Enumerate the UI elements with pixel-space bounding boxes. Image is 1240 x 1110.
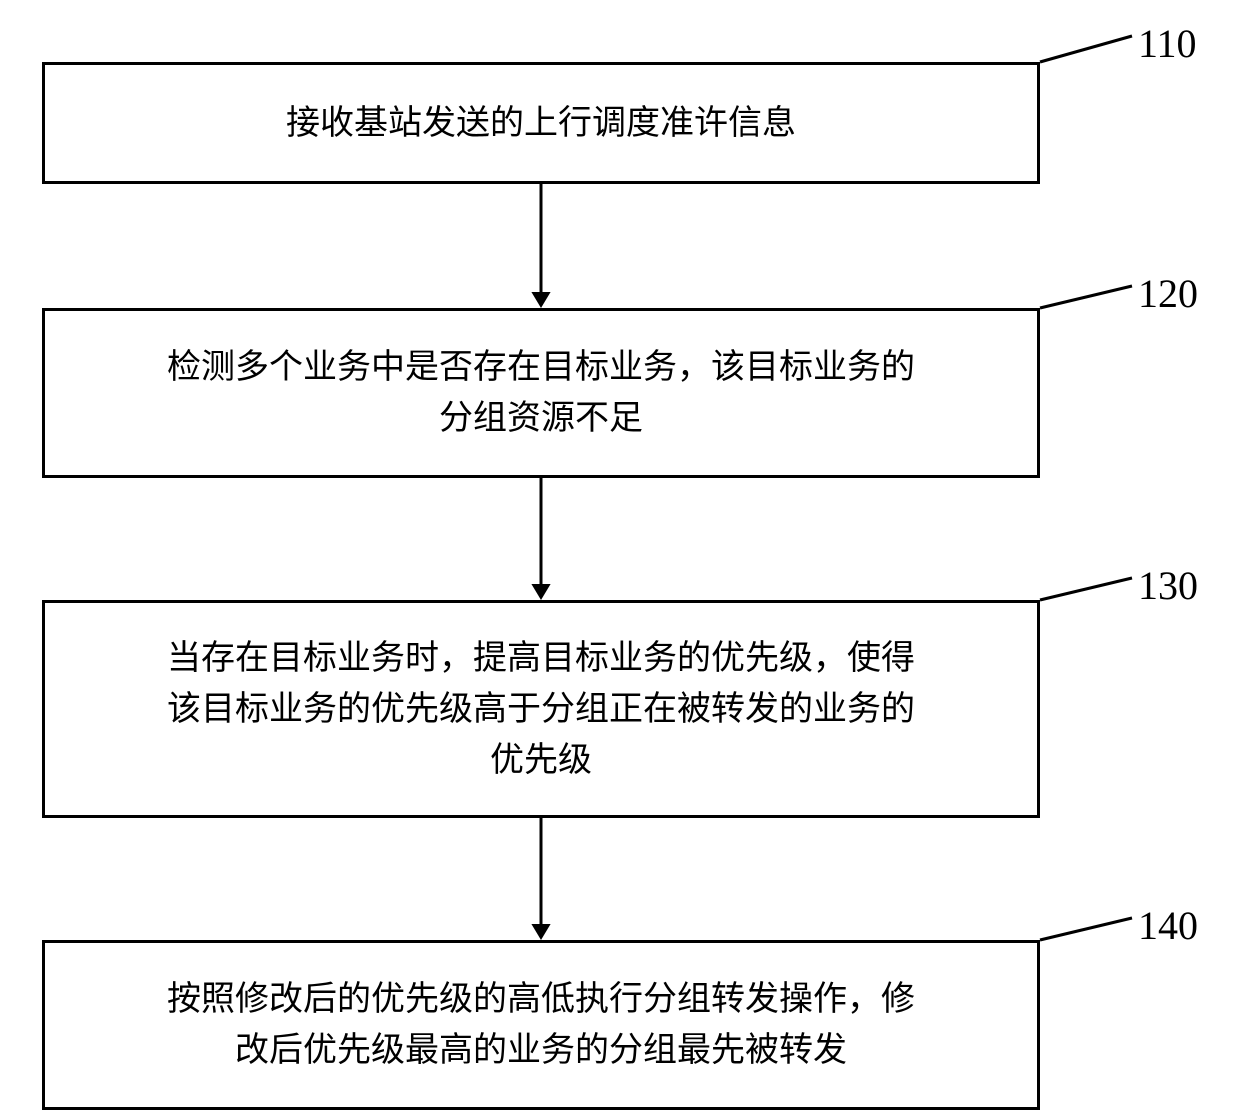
flowchart-arrow [0,0,1240,1094]
